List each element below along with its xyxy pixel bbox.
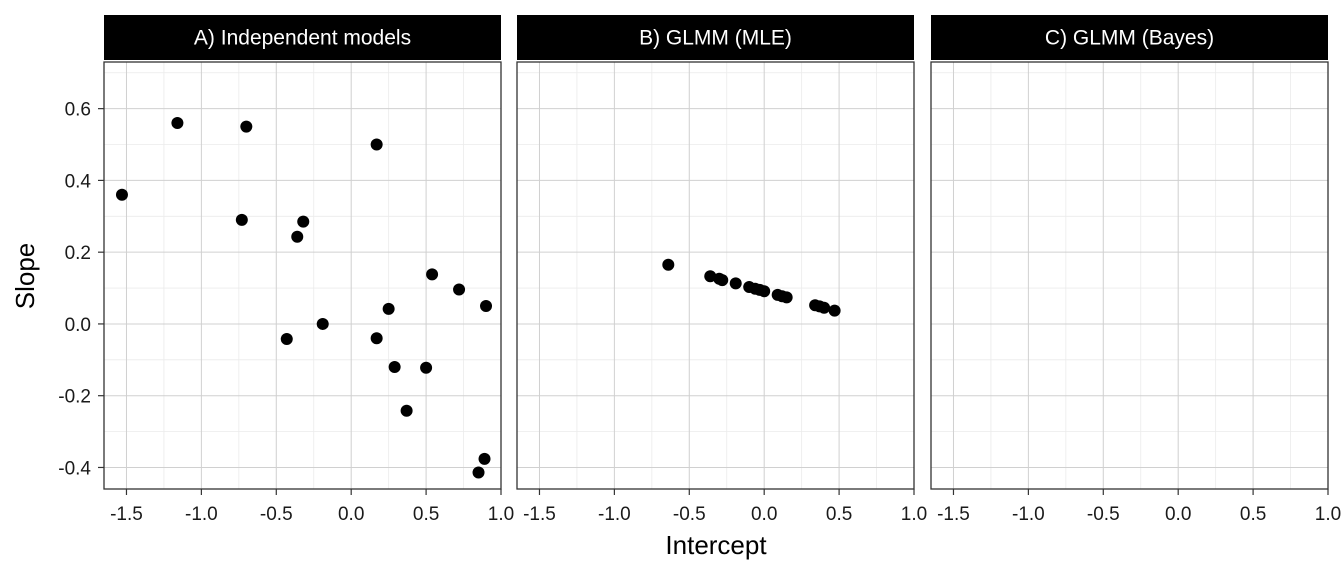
panel-border — [103, 61, 502, 490]
x-tick-label: -0.5 — [260, 504, 293, 525]
panel-1: A) Independent models -1.5 -1.0 -0.5 0.0 0.5 1… — [103, 15, 514, 525]
data-point — [472, 466, 485, 479]
data-point — [716, 274, 729, 287]
data-point — [235, 213, 248, 226]
data-point — [115, 188, 128, 201]
x-tick-label: 1.0 — [488, 504, 514, 525]
data-point — [780, 291, 793, 304]
y-axis: -0.4 -0.2 0.0 0.2 0.4 0.6 — [58, 100, 104, 479]
x-tick-label: -1.5 — [937, 504, 970, 525]
panel-border — [516, 61, 915, 490]
y-axis-title: Slope — [10, 243, 40, 310]
data-point — [480, 300, 493, 312]
data-point — [370, 332, 383, 345]
data-point — [280, 333, 293, 346]
x-tick-label: -1.5 — [523, 504, 556, 525]
x-tick-label: -1.0 — [598, 504, 631, 525]
data-point — [171, 117, 184, 129]
x-tick-label: -0.5 — [1087, 504, 1120, 525]
data-point — [388, 361, 401, 373]
x-tick-label: 0.0 — [1165, 504, 1191, 525]
y-tick-label: 0.2 — [65, 243, 91, 264]
data-point — [420, 361, 433, 374]
y-tick-label: 0.0 — [65, 315, 91, 336]
data-point — [758, 285, 771, 298]
panel-background — [931, 62, 1328, 489]
x-tick-label: 0.5 — [1240, 504, 1266, 525]
data-point — [382, 302, 395, 315]
data-point — [297, 215, 310, 228]
data-point — [316, 317, 329, 330]
data-point — [291, 230, 304, 243]
data-point — [370, 138, 383, 151]
x-tick-label: 0.0 — [751, 504, 777, 525]
panel-3: C) GLMM (Bayes) -1.5 -1.0 -0.5 0.0 0.5 1.0 — [930, 15, 1341, 525]
facet-strip-title: A) Independent models — [194, 27, 411, 50]
data-point — [426, 268, 439, 281]
x-tick-label: 0.5 — [826, 504, 852, 525]
y-tick-label: -0.4 — [58, 458, 91, 479]
y-tick-label: -0.2 — [58, 387, 91, 408]
x-tick-label: -1.0 — [185, 504, 218, 525]
panels: A) Independent models -1.5 -1.0 -0.5 0.0 0.5 1… — [58, 15, 1341, 525]
y-tick-label: 0.4 — [65, 171, 92, 192]
data-point — [704, 270, 717, 283]
data-point — [662, 258, 675, 271]
x-tick-label: 0.5 — [413, 504, 439, 525]
x-tick-label: -1.5 — [110, 504, 143, 525]
x-tick-label: -1.0 — [1012, 504, 1045, 525]
x-tick-label: 0.0 — [338, 504, 364, 525]
facet-strip-title: C) GLMM (Bayes) — [1045, 27, 1214, 50]
x-tick-label: 1.0 — [1315, 504, 1341, 525]
data-point — [400, 404, 413, 417]
data-point — [240, 120, 253, 133]
facet-strip — [931, 15, 1328, 60]
data-point — [453, 283, 466, 296]
facet-strip — [517, 15, 914, 60]
y-tick-label: 0.6 — [65, 100, 91, 121]
panel-border — [930, 61, 1329, 490]
x-tick-label: -0.5 — [673, 504, 706, 525]
x-axis-title: Intercept — [665, 530, 767, 560]
data-point — [478, 452, 491, 465]
x-tick-label: 1.0 — [901, 504, 927, 525]
facet-strip — [104, 15, 501, 60]
data-point — [828, 304, 841, 317]
panel-2: B) GLMM (MLE) -1.5 -1.0 -0.5 0.0 0.5 1.0 — [516, 15, 927, 525]
data-point — [729, 277, 742, 290]
data-point — [818, 301, 831, 314]
facet-strip-title: B) GLMM (MLE) — [639, 27, 792, 50]
